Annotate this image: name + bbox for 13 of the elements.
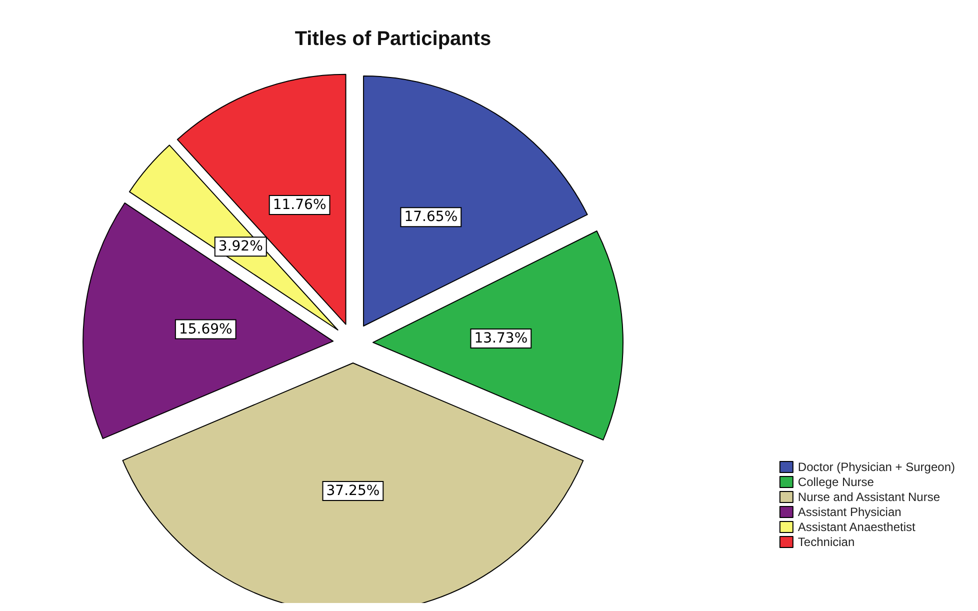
legend-label: Assistant Anaesthetist (798, 520, 916, 534)
data-label: 3.92% (218, 238, 263, 255)
chart-title: Titles of Participants (294, 28, 492, 50)
legend-label: Assistant Physician (798, 505, 902, 519)
data-label: 13.73% (474, 330, 528, 346)
legend-label: College Nurse (798, 475, 874, 489)
legend-label: Doctor (Physician + Surgeon) (798, 460, 956, 474)
data-label: 15.69% (178, 321, 232, 338)
data-label: 37.25% (326, 483, 380, 499)
legend-label: Technician (798, 535, 855, 549)
data-label: 11.76% (272, 196, 326, 213)
legend-label: Nurse and Assistant Nurse (798, 490, 940, 504)
data-label: 17.65% (404, 209, 458, 226)
